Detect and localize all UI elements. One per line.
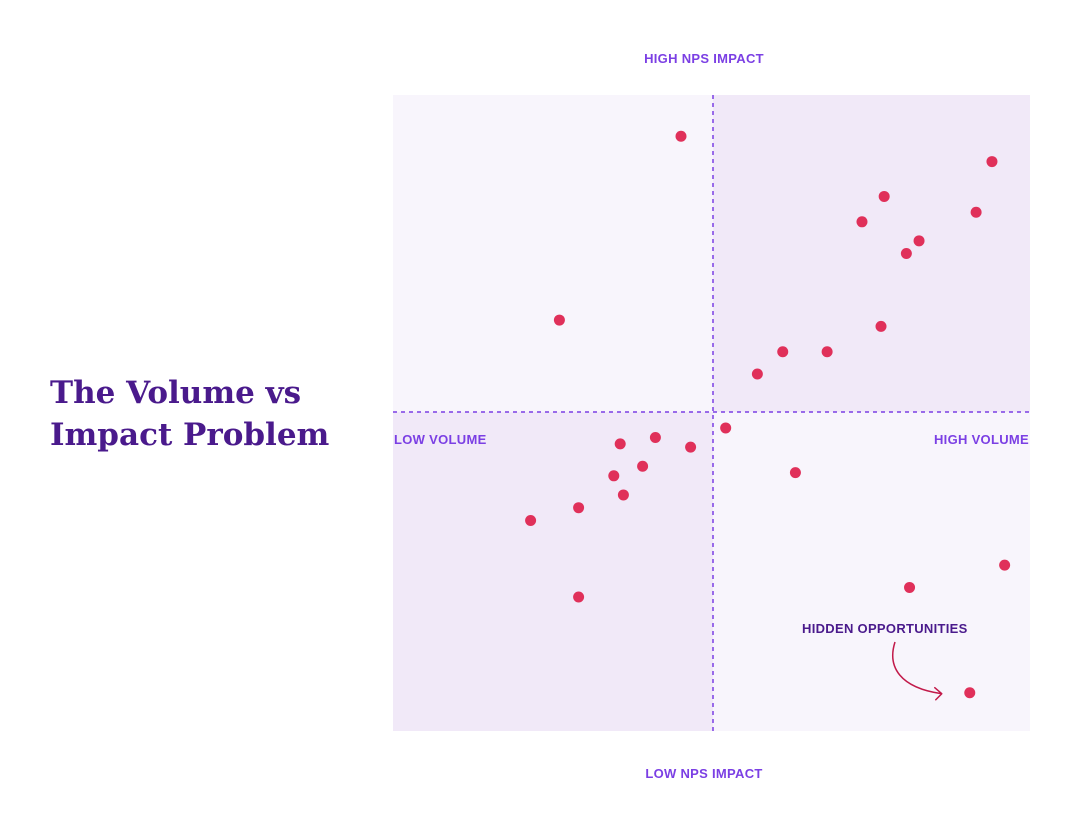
data-point [986,156,998,168]
data-point [720,422,732,434]
quadrant-top-left [393,95,713,412]
quadrant-bottom-right [713,412,1030,731]
data-point [878,190,890,202]
data-point [685,441,697,453]
data-point [970,206,982,218]
data-point [789,467,801,479]
x-axis-right-label: HIGH VOLUME [934,432,1029,447]
quadrant-backgrounds [393,95,1030,731]
data-point [637,460,649,472]
data-point [573,591,585,603]
data-point [904,581,916,593]
data-point [999,559,1011,571]
annotation-arrow-line [892,641,942,695]
data-point [777,346,789,358]
chart-title: The Volume vs Impact Problem [50,372,370,456]
data-point [675,130,687,142]
x-axis-left-label: LOW VOLUME [394,432,487,447]
data-point [553,314,565,326]
data-point [614,438,626,450]
annotation-label: HIDDEN OPPORTUNITIES [802,621,968,636]
data-point [856,216,868,228]
quadrant-dividers [393,95,1030,731]
data-point [821,346,833,358]
data-point [649,432,661,444]
data-point [573,502,585,514]
data-point [608,470,620,482]
data-point [751,368,763,380]
chart-title-line-2: Impact Problem [50,417,330,453]
quadrant-bottom-left [393,412,713,731]
data-point [525,514,537,526]
annotation-arrow [892,641,943,701]
data-point [900,248,912,259]
data-point [875,320,887,332]
y-axis-top-label: HIGH NPS IMPACT [644,51,764,66]
quadrant-top-right [713,95,1030,412]
y-axis-bottom-label: LOW NPS IMPACT [645,766,762,781]
data-point [913,235,925,247]
chart-title-line-1: The Volume vs [50,375,302,411]
annotation-arrow-head [934,686,943,701]
data-point [617,489,629,501]
data-points [525,130,1011,699]
data-point [964,687,976,699]
